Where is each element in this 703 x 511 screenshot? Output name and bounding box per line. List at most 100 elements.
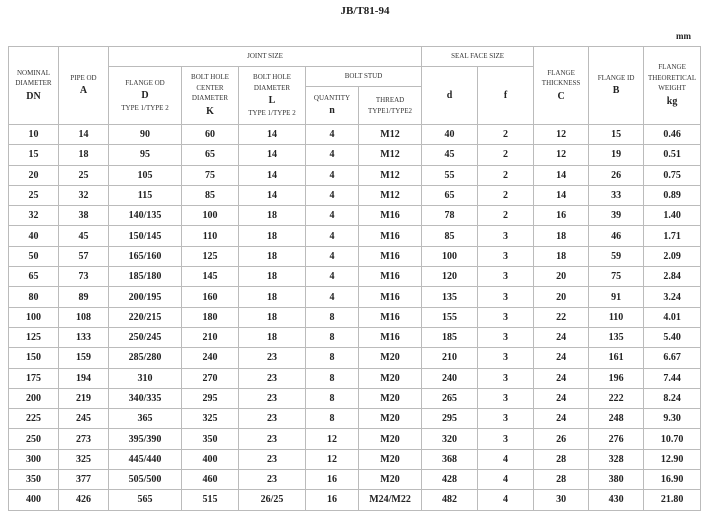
table-cell: 240 [421, 367, 479, 389]
table-cell: 210 [421, 347, 479, 369]
table-cell: 400 [8, 489, 59, 511]
table-cell: M20 [357, 428, 423, 450]
table-cell: 32 [58, 184, 109, 207]
table-cell: 24 [533, 347, 590, 369]
table-cell: 505/500 [108, 469, 182, 491]
table-cell: 350 [181, 428, 239, 450]
table-cell: 430 [588, 489, 645, 511]
table-cell: 3 [477, 326, 535, 349]
table-row: 400 426 565 515 26/25 16 M24/M22 482 4 30 430 21.80 [8, 489, 702, 511]
table-cell: 2.09 [643, 245, 702, 268]
table-cell: M12 [357, 144, 423, 166]
table-cell: 73 [58, 266, 109, 288]
table-row: 40 45 150/145 110 18 4 M16 85 3 18 46 1.71 [8, 225, 702, 247]
table-cell: 155 [421, 306, 479, 328]
table-cell: M20 [357, 347, 423, 369]
table-cell: 38 [58, 205, 109, 227]
table-cell: 15 [588, 123, 645, 146]
table-cell: 110 [181, 225, 239, 247]
table-cell: 140/135 [108, 205, 182, 227]
table-row: 10 14 90 60 14 4 M12 40 2 12 15 0.46 [8, 123, 702, 146]
table-cell: 78 [421, 205, 479, 227]
table-cell: 16 [533, 205, 590, 227]
table-cell: 3 [477, 347, 535, 369]
table-cell: 219 [58, 387, 109, 410]
document-title: JB/T81-94 [340, 5, 390, 17]
table-cell: 20 [533, 266, 590, 288]
table-cell: 2 [477, 184, 535, 207]
table-cell: 200/195 [108, 286, 182, 308]
table-cell: M20 [357, 448, 423, 471]
table-row: 300 325 445/440 400 23 12 M20 368 4 28 328 12.90 [8, 448, 702, 471]
table-cell: 100 [421, 245, 479, 268]
table-cell: M20 [357, 387, 423, 410]
table-cell: 45 [58, 225, 109, 247]
header-seal-face-size: SEAL FACE SIZE [421, 46, 535, 67]
table-cell: M16 [357, 225, 423, 247]
table-cell: 135 [421, 286, 479, 308]
header-flange-id: FLANGE ID B [588, 46, 645, 125]
table-cell: 4 [305, 164, 359, 186]
table-cell: 4 [477, 469, 535, 491]
table-cell: 380 [588, 469, 645, 491]
table-cell: 125 [8, 326, 59, 349]
table-cell: M16 [357, 245, 423, 268]
table-cell: 59 [588, 245, 645, 268]
table-cell: 89 [58, 286, 109, 308]
table-cell: 12.90 [643, 448, 702, 471]
table-row: 250 273 395/390 350 23 12 M20 320 3 26 276 10.70 [8, 428, 702, 450]
table-cell: 328 [588, 448, 645, 471]
table-cell: 75 [181, 164, 239, 186]
table-cell: 5.40 [643, 326, 702, 349]
table-cell: 110 [588, 306, 645, 328]
table-cell: 340/335 [108, 387, 182, 410]
header-bolt-hole-diameter: BOLT HOLE DIAMETER L TYPE 1/TYPE 2 [238, 66, 306, 125]
table-cell: 265 [421, 387, 479, 410]
table-cell: 65 [181, 144, 239, 166]
flange-spec-table: NOMINAL DIAMETER DN PIPE OD A JOINT SIZE S… [8, 46, 702, 511]
header-flange-thickness: FLANGE THICKNESS C [533, 46, 590, 125]
table-cell: 3 [477, 225, 535, 247]
table-cell: 220/215 [108, 306, 182, 328]
table-cell: 16 [305, 489, 359, 511]
table-cell: 3 [477, 306, 535, 328]
header-joint-size: JOINT SIZE [107, 46, 423, 67]
table-cell: 14 [238, 164, 306, 186]
table-cell: 40 [421, 123, 479, 146]
table-cell: 105 [108, 164, 182, 186]
table-cell: 400 [181, 448, 239, 471]
table-cell: 21.80 [643, 489, 702, 511]
table-cell: 273 [58, 428, 109, 450]
table-row: 350 377 505/500 460 23 16 M20 428 4 28 380 16.90 [8, 469, 702, 491]
table-cell: 85 [181, 184, 239, 207]
table-cell: 8 [305, 367, 359, 389]
table-cell: 65 [421, 184, 479, 207]
table-cell: 32 [8, 205, 59, 227]
table-cell: 210 [181, 326, 239, 349]
table-cell: 7.44 [643, 367, 702, 389]
table-cell: 185/180 [108, 266, 182, 288]
table-cell: 1.40 [643, 205, 702, 227]
table-cell: 23 [238, 387, 306, 410]
table-cell: 12 [533, 144, 590, 166]
table-row: 175 194 310 270 23 8 M20 240 3 24 196 7.44 [8, 367, 702, 389]
table-cell: 23 [238, 448, 306, 471]
table-cell: 2 [477, 164, 535, 186]
unit-label: mm [676, 31, 691, 41]
table-cell: 16.90 [643, 469, 702, 491]
table-row: 200 219 340/335 295 23 8 M20 265 3 24 222 8.24 [8, 387, 702, 410]
table-cell: 20 [533, 286, 590, 308]
table-cell: 40 [8, 225, 59, 247]
table-row: 150 159 285/280 240 23 8 M20 210 3 24 161 6.67 [8, 347, 702, 369]
table-cell: M20 [357, 469, 423, 491]
table-cell: M12 [357, 164, 423, 186]
table-cell: 12 [305, 428, 359, 450]
header-bolt-stud: BOLT STUD [304, 66, 423, 87]
table-cell: 310 [108, 367, 182, 389]
table-cell: 295 [181, 387, 239, 410]
table-cell: 6.67 [643, 347, 702, 369]
table-cell: 350 [8, 469, 59, 491]
table-cell: 285/280 [108, 347, 182, 369]
table-cell: 1.71 [643, 225, 702, 247]
table-cell: 60 [181, 123, 239, 146]
